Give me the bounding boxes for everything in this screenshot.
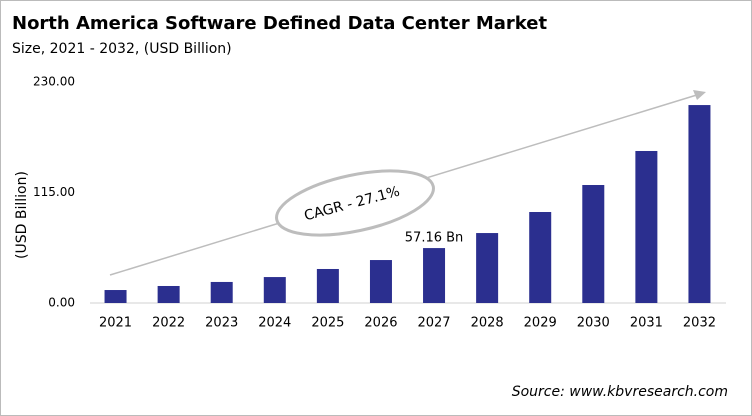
x-tick-label: 2030 [577,316,610,331]
x-tick-label: 2031 [630,316,663,331]
bar [210,281,233,303]
bar [582,185,605,303]
bar [316,268,339,303]
y-tick-label: 115.00 [33,185,75,199]
x-tick-label: 2025 [311,316,344,331]
x-tick-label: 2026 [364,316,397,331]
source: Source: www.kbvresearch.com [512,384,728,400]
x-tick-label: 2024 [258,316,291,331]
x-tick-label: 2029 [524,316,557,331]
x-tick-label: 2032 [683,316,716,331]
cagr-ellipse [275,169,435,237]
bar [688,105,711,303]
bar [263,277,286,303]
x-tick-label: 2021 [99,316,132,331]
bar [157,285,180,303]
y-tick-label: 230.00 [33,75,75,89]
bar [369,260,392,303]
bar [476,233,499,303]
chart-title: North America Software Defined Data Cent… [12,13,548,34]
bar [423,248,446,303]
x-tick-label: 2027 [417,316,450,331]
bar [529,212,552,303]
bar [635,150,658,303]
y-tick-label: 0.00 [48,296,75,310]
x-tick-label: 2028 [471,316,504,331]
x-tick-label: 2023 [205,316,238,331]
chart-subtitle: Size, 2021 - 2032, (USD Billion) [12,41,232,57]
arrow-head [693,90,706,100]
value-label: 57.16 Bn [405,231,464,246]
x-tick-label: 2022 [152,316,185,331]
bar [104,290,127,303]
y-axis-label: (USD Billion) [14,171,30,259]
